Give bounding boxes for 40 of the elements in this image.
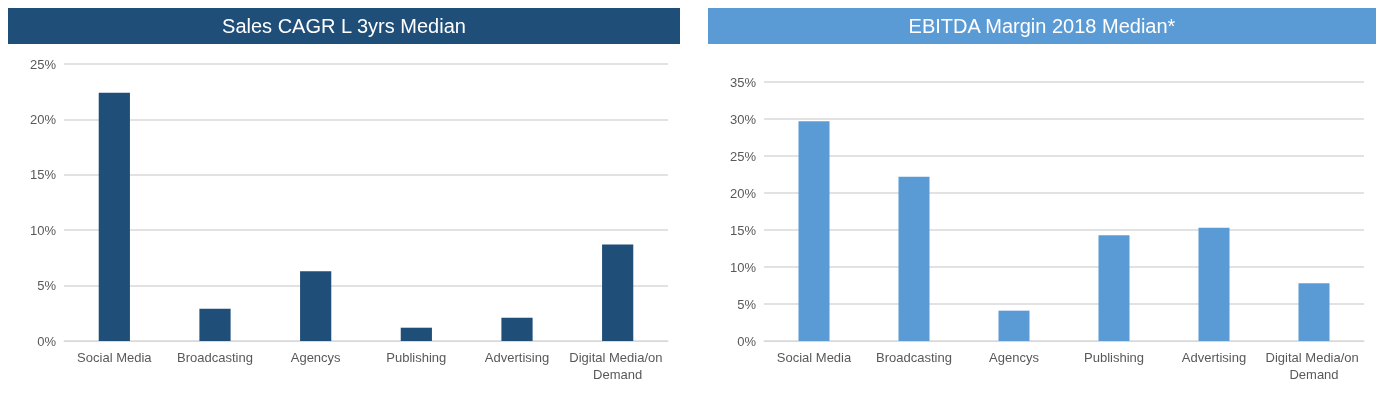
chart-title: Sales CAGR L 3yrs Median — [8, 8, 680, 44]
bar — [300, 271, 332, 341]
y-tick-label: 25% — [29, 56, 57, 72]
x-tick-label: Agencys — [290, 350, 342, 365]
bar — [798, 121, 830, 341]
y-tick-label: 20% — [729, 185, 757, 201]
y-tick-label: 10% — [29, 222, 57, 238]
x-tick-label: Social Media — [77, 350, 153, 365]
x-tick-label: Digital Media/on Demand — [1265, 350, 1363, 382]
y-tick-label: 5% — [37, 278, 57, 294]
bar — [501, 317, 533, 341]
x-tick-label: Advertising — [484, 350, 550, 365]
x-tick-label: Agencys — [989, 350, 1040, 365]
x-tick-label: Broadcasting — [177, 350, 253, 365]
chart-title: EBITDA Margin 2018 Median* — [708, 8, 1376, 44]
bar — [998, 310, 1030, 341]
bar — [602, 244, 634, 341]
x-tick-label: Publishing — [1084, 350, 1144, 365]
bar — [1098, 235, 1130, 341]
y-tick-label: 10% — [729, 259, 757, 275]
y-tick-label: 15% — [729, 222, 757, 238]
y-tick-label: 25% — [729, 148, 757, 164]
y-tick-label: 35% — [729, 74, 757, 90]
bar — [98, 92, 130, 341]
y-tick-label: 0% — [737, 333, 757, 349]
y-tick-label: 5% — [737, 296, 757, 312]
bar — [400, 327, 432, 341]
x-tick-label: Social Media — [776, 350, 852, 365]
y-tick-label: 15% — [29, 167, 57, 183]
x-tick-label: Publishing — [386, 350, 447, 365]
bar — [199, 308, 231, 341]
y-tick-label: 20% — [29, 111, 57, 127]
x-tick-label: Digital Media/on Demand — [569, 350, 667, 382]
bar — [1198, 227, 1230, 341]
y-tick-label: 30% — [729, 111, 757, 127]
bar — [898, 176, 930, 341]
x-tick-label: Broadcasting — [876, 350, 952, 365]
x-tick-label: Advertising — [1181, 350, 1247, 365]
bar — [1298, 283, 1330, 341]
y-tick-label: 0% — [37, 333, 57, 349]
